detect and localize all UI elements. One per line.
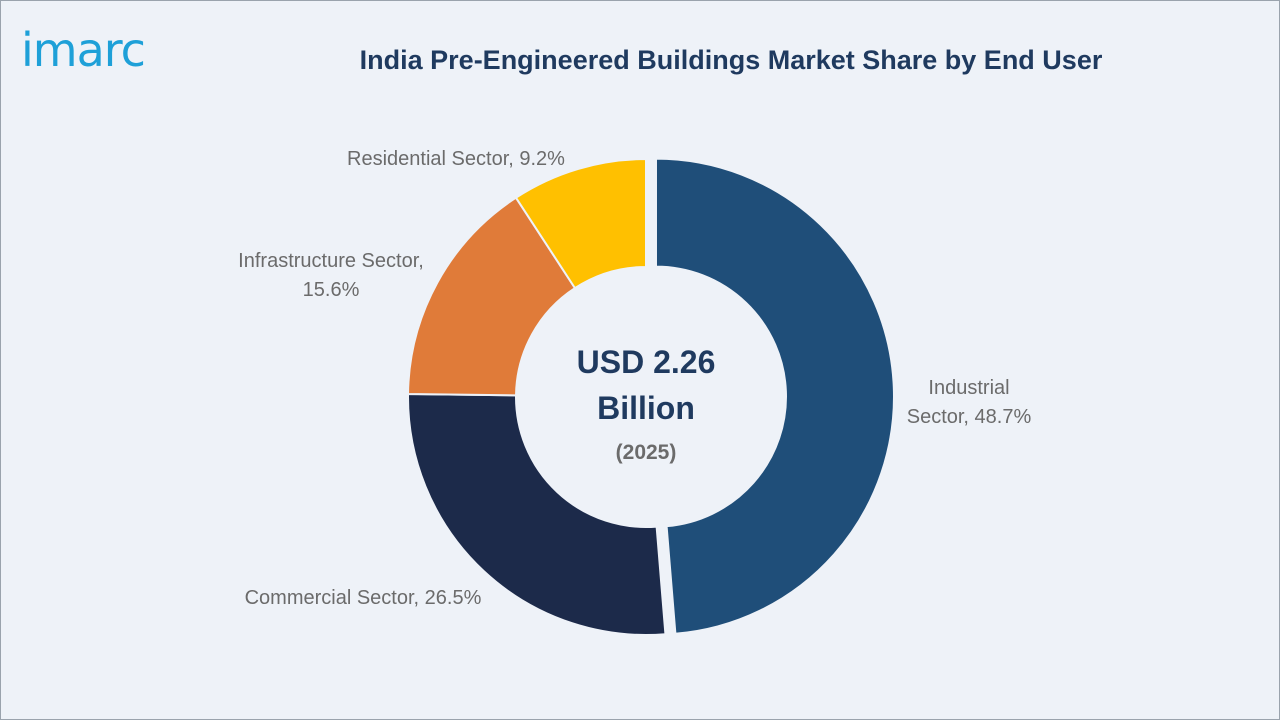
slice-label-industrial-sector: Industrial Sector, 48.7%: [907, 377, 1032, 428]
slice-commercial-sector: [407, 392, 667, 636]
slice-label-commercial-sector: Commercial Sector, 26.5%: [245, 587, 482, 609]
slice-industrial-sector: [654, 157, 895, 635]
imarc-logo: imarc: [21, 23, 146, 77]
slice-infrastructure-sector: [407, 196, 577, 397]
center-value-line-1: USD 2.26: [577, 344, 716, 380]
chart-title: India Pre-Engineered Buildings Market Sh…: [359, 45, 1103, 75]
slice-label-residential-sector: Residential Sector, 9.2%: [347, 148, 565, 170]
center-year: (2025): [616, 441, 677, 464]
center-value-line-2: Billion: [597, 390, 695, 426]
slice-label-infrastructure-sector: Infrastructure Sector, 15.6%: [238, 250, 424, 301]
slice-residential-sector: [514, 157, 647, 290]
